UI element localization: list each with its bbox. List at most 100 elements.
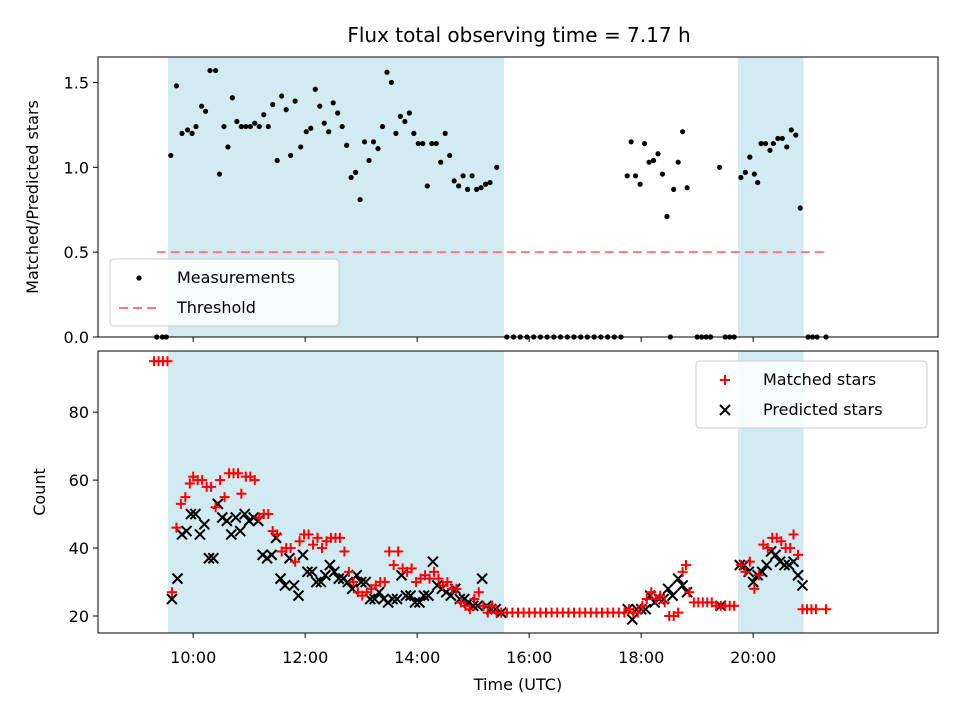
measurement-point <box>330 100 336 106</box>
matched-star-point <box>744 556 755 567</box>
measurement-point <box>793 132 799 138</box>
chart-title: Flux total observing time = 7.17 h <box>347 23 690 47</box>
legend-x-glyph <box>719 404 731 416</box>
matched-star-point <box>433 573 444 584</box>
measurement-point <box>788 127 794 133</box>
measurement-point <box>429 140 435 147</box>
legend-plus-glyph <box>720 375 730 385</box>
measurement-point <box>265 123 271 130</box>
predicted-star-point <box>274 572 287 585</box>
measurement-point <box>717 164 723 170</box>
matched-star-point <box>442 577 453 588</box>
predicted-star-point <box>292 589 305 602</box>
measurement-point <box>247 123 253 130</box>
predicted-star-point <box>796 579 809 592</box>
predicted-star-point <box>391 593 403 605</box>
y-tick-label: 20 <box>69 607 89 626</box>
predicted-star-point <box>342 576 354 588</box>
top-axes-frame <box>97 56 939 338</box>
predicted-star-point <box>422 589 435 602</box>
predicted-star-point <box>626 613 638 626</box>
measurement-point <box>213 67 219 74</box>
measurement-point <box>256 123 262 130</box>
measurement-point <box>751 171 757 177</box>
predicted-star-point <box>418 589 430 602</box>
measurement-point <box>308 125 314 131</box>
matched-star-point <box>384 546 395 557</box>
predicted-star-point <box>427 555 439 568</box>
matched-star-point <box>821 604 831 615</box>
matched-star-point <box>762 543 773 554</box>
predicted-star-point <box>747 576 759 588</box>
measurement-point <box>370 139 377 145</box>
measurement-point <box>406 110 412 116</box>
predicted-star-point <box>476 572 488 585</box>
measurement-point <box>339 123 345 130</box>
matched-star-point <box>210 502 221 513</box>
matched-star-point <box>249 475 260 486</box>
measurement-point <box>742 169 748 175</box>
bottom-axes-frame <box>97 350 939 634</box>
predicted-star-point <box>234 525 246 537</box>
matched-star-point <box>673 607 684 618</box>
predicted-star-point <box>315 576 327 588</box>
measurement-point <box>357 196 363 203</box>
measurement-point <box>189 130 195 136</box>
x-tick-label: 12:00 <box>282 648 328 667</box>
predicted-star-point <box>792 569 804 581</box>
matched-star-point <box>236 488 247 499</box>
ratio-panel: 0.0 0.5 1.0 1.5 Matched/Predicted stars Mea… <box>23 56 939 347</box>
predicted-star-point <box>324 559 336 571</box>
measurement-point <box>168 152 174 159</box>
matched-star-point <box>429 566 439 577</box>
measurement-point <box>664 213 670 220</box>
matched-star-point <box>478 600 489 611</box>
measurement-point <box>317 103 323 109</box>
matched-star-point <box>637 600 648 611</box>
matched-star-point <box>740 566 751 577</box>
matched-star-point <box>393 546 404 557</box>
matched-star-point <box>162 356 173 367</box>
measurement-point <box>393 130 399 136</box>
predicted-star-point <box>676 579 689 592</box>
matched-star-point <box>180 492 191 503</box>
predicted-star-point <box>189 508 202 520</box>
x-axis-label: Time (UTC) <box>473 675 562 694</box>
predicted-star-point <box>445 589 457 602</box>
measurement-point <box>438 159 444 165</box>
measurement-point <box>465 186 471 192</box>
predicted-star-point <box>319 569 332 581</box>
measurement-point <box>179 130 185 136</box>
predicted-star-point <box>239 508 251 520</box>
measurement-point <box>447 152 453 159</box>
matched-star-point <box>294 536 305 547</box>
measurement-point <box>229 95 235 101</box>
measurement-point <box>671 186 677 192</box>
matched-star-point <box>677 566 688 577</box>
measurement-point <box>784 144 790 150</box>
measurement-point <box>684 185 690 191</box>
x-tick-label: 20:00 <box>730 648 776 667</box>
measurement-point <box>185 127 191 133</box>
predicted-star-point <box>221 515 233 527</box>
predicted-star-point <box>306 566 318 578</box>
measurement-point <box>379 123 386 130</box>
matched-star-point <box>641 594 652 605</box>
measurement-point <box>270 101 276 108</box>
matched-star-point <box>197 475 208 486</box>
measurement-point <box>353 169 359 175</box>
predicted-star-point <box>180 525 193 537</box>
legend-predicted-marker <box>719 404 731 416</box>
matched-star-point <box>343 566 354 577</box>
matched-star-point <box>171 522 182 533</box>
matched-star-point <box>406 563 417 574</box>
predicted-star-point <box>310 576 323 588</box>
measurement-point <box>424 183 430 189</box>
measurement-point <box>469 173 475 179</box>
legend-predicted-label: Predicted stars <box>763 400 883 419</box>
measurement-point <box>243 123 249 130</box>
predicted-star-point <box>760 559 773 571</box>
top-ylabel: Matched/Predicted stars <box>23 100 42 294</box>
measurement-point <box>173 83 179 89</box>
